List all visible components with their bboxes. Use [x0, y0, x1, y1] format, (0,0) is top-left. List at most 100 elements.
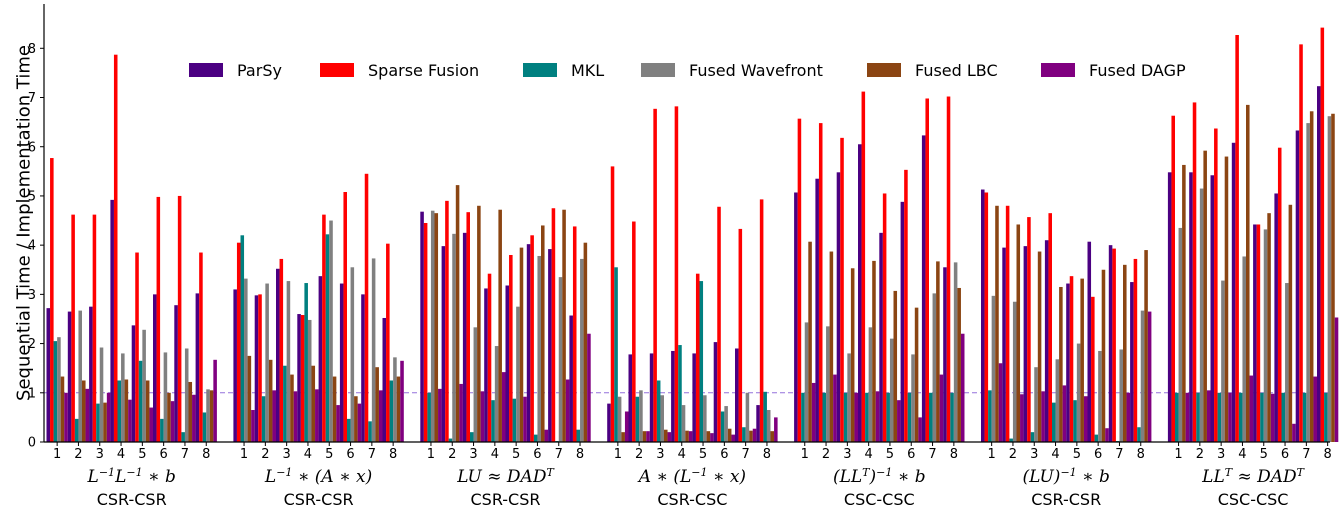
bar-sparse-fusion — [1235, 35, 1239, 442]
bar-fused-lbc — [1246, 104, 1250, 442]
bar-fused-dagp — [544, 429, 549, 442]
bar-fused-lbc — [664, 429, 668, 442]
bar-sparse-fusion — [797, 118, 802, 443]
bar-sparse-fusion — [610, 166, 615, 442]
bar-fused-dagp — [811, 382, 816, 442]
x-tick-label: 2 — [1009, 447, 1017, 462]
bar-sparse-fusion — [113, 54, 118, 442]
x-tick-label: 2 — [74, 447, 82, 462]
bar-fused-dagp — [128, 399, 132, 442]
bar-fused-dagp — [731, 434, 735, 442]
bar-mkl — [304, 283, 308, 442]
bar-parsy — [462, 232, 467, 442]
bar-mkl — [533, 434, 538, 442]
bar-mkl — [1302, 392, 1307, 442]
x-tick-label: 1 — [53, 447, 61, 462]
bar-fused-lbc — [1267, 213, 1271, 442]
bar-sparse-fusion — [904, 169, 908, 442]
x-tick-label: 8 — [202, 447, 210, 462]
group-format: CSR-CSR — [97, 490, 167, 509]
bar-fused-dagp — [64, 392, 68, 442]
bar-fused-lbc — [1144, 250, 1148, 442]
bar-sparse-fusion — [300, 315, 305, 442]
bar-fused-wavefront — [537, 255, 541, 442]
bar-mkl — [1260, 392, 1264, 442]
bar-sparse-fusion — [156, 196, 161, 442]
bar-mkl — [678, 345, 682, 442]
bar-fused-wavefront — [953, 262, 958, 442]
bar-mkl — [261, 396, 266, 442]
bar-sparse-fusion — [177, 195, 182, 442]
x-tick-label: 8 — [1324, 447, 1332, 462]
bar-parsy — [1044, 240, 1049, 442]
x-tick-label: 4 — [865, 447, 873, 462]
bar-fused-wavefront — [745, 392, 750, 442]
bar-fused-lbc — [893, 290, 898, 442]
bar-mkl — [53, 341, 58, 442]
group-name: (LLT)−1 ∗ b — [833, 466, 926, 488]
x-tick-label: 2 — [635, 447, 643, 462]
bar-sparse-fusion — [1320, 27, 1325, 443]
bar-sparse-fusion — [1192, 102, 1197, 443]
x-tick-label: 4 — [1238, 447, 1246, 462]
x-tick-label: 1 — [988, 447, 996, 462]
bar-fused-dagp — [149, 407, 153, 442]
bar-fused-dagp — [336, 405, 340, 442]
bar-sparse-fusion — [1069, 276, 1074, 442]
bar-parsy — [713, 342, 718, 442]
bar-fused-dagp — [192, 394, 196, 442]
bar-parsy — [89, 306, 93, 442]
bar-mkl — [1196, 392, 1200, 442]
legend-swatch — [641, 63, 675, 77]
bar-mkl — [699, 281, 704, 442]
bar-fused-wavefront — [1306, 123, 1310, 442]
bar-sparse-fusion — [1133, 258, 1138, 442]
bar-fused-wavefront — [430, 210, 435, 442]
bar-mkl — [720, 411, 725, 442]
bar-sparse-fusion — [1005, 205, 1010, 442]
x-tick-label: 7 — [1115, 447, 1123, 462]
bar-sparse-fusion — [717, 206, 721, 442]
bar-mkl — [822, 392, 827, 442]
bar-sparse-fusion — [1048, 213, 1052, 442]
x-tick-label: 5 — [1260, 447, 1268, 462]
bar-fused-dagp — [1228, 392, 1232, 442]
bar-fused-wavefront — [639, 390, 643, 442]
bar-parsy — [756, 405, 760, 442]
x-tick-label: 8 — [763, 447, 771, 462]
bar-fused-wavefront — [847, 353, 851, 442]
bar-fused-wavefront — [78, 310, 82, 442]
bar-parsy — [420, 211, 424, 442]
bar-fused-dagp — [875, 391, 880, 442]
bar-fused-wavefront — [371, 258, 376, 442]
bar-fused-wavefront — [142, 329, 146, 442]
legend-item: MKL — [523, 61, 604, 80]
bar-fused-lbc — [477, 205, 481, 442]
bar-fused-wavefront — [617, 396, 622, 442]
bar-sparse-fusion — [1277, 147, 1282, 442]
bar-fused-wavefront — [307, 319, 312, 442]
bar-fused-dagp — [688, 431, 693, 442]
legend-label: Fused LBC — [915, 61, 998, 80]
bar-parsy — [548, 249, 552, 442]
bar-mkl — [1238, 392, 1243, 442]
bar-sparse-fusion — [1027, 217, 1031, 442]
bar-fused-dagp — [854, 392, 858, 442]
bar-fused-lbc — [1080, 278, 1084, 442]
bar-parsy — [879, 232, 883, 442]
y-tick-label: 3 — [28, 288, 36, 303]
bar-parsy — [1002, 247, 1006, 442]
bar-fused-wavefront — [660, 395, 664, 442]
bar-fused-dagp — [1185, 392, 1190, 442]
bar-sparse-fusion — [551, 208, 556, 442]
bar-sparse-fusion — [322, 214, 326, 442]
bar-parsy — [1210, 175, 1215, 442]
bar-mkl — [801, 392, 805, 442]
bar-fused-lbc — [167, 392, 171, 442]
bar-fused-wavefront — [1221, 280, 1225, 442]
group-format: CSR-CSR — [284, 490, 354, 509]
bar-fused-wavefront — [286, 281, 291, 442]
x-tick-label: 3 — [1030, 447, 1038, 462]
bar-fused-wavefront — [991, 295, 996, 442]
x-tick-label: 1 — [801, 447, 809, 462]
